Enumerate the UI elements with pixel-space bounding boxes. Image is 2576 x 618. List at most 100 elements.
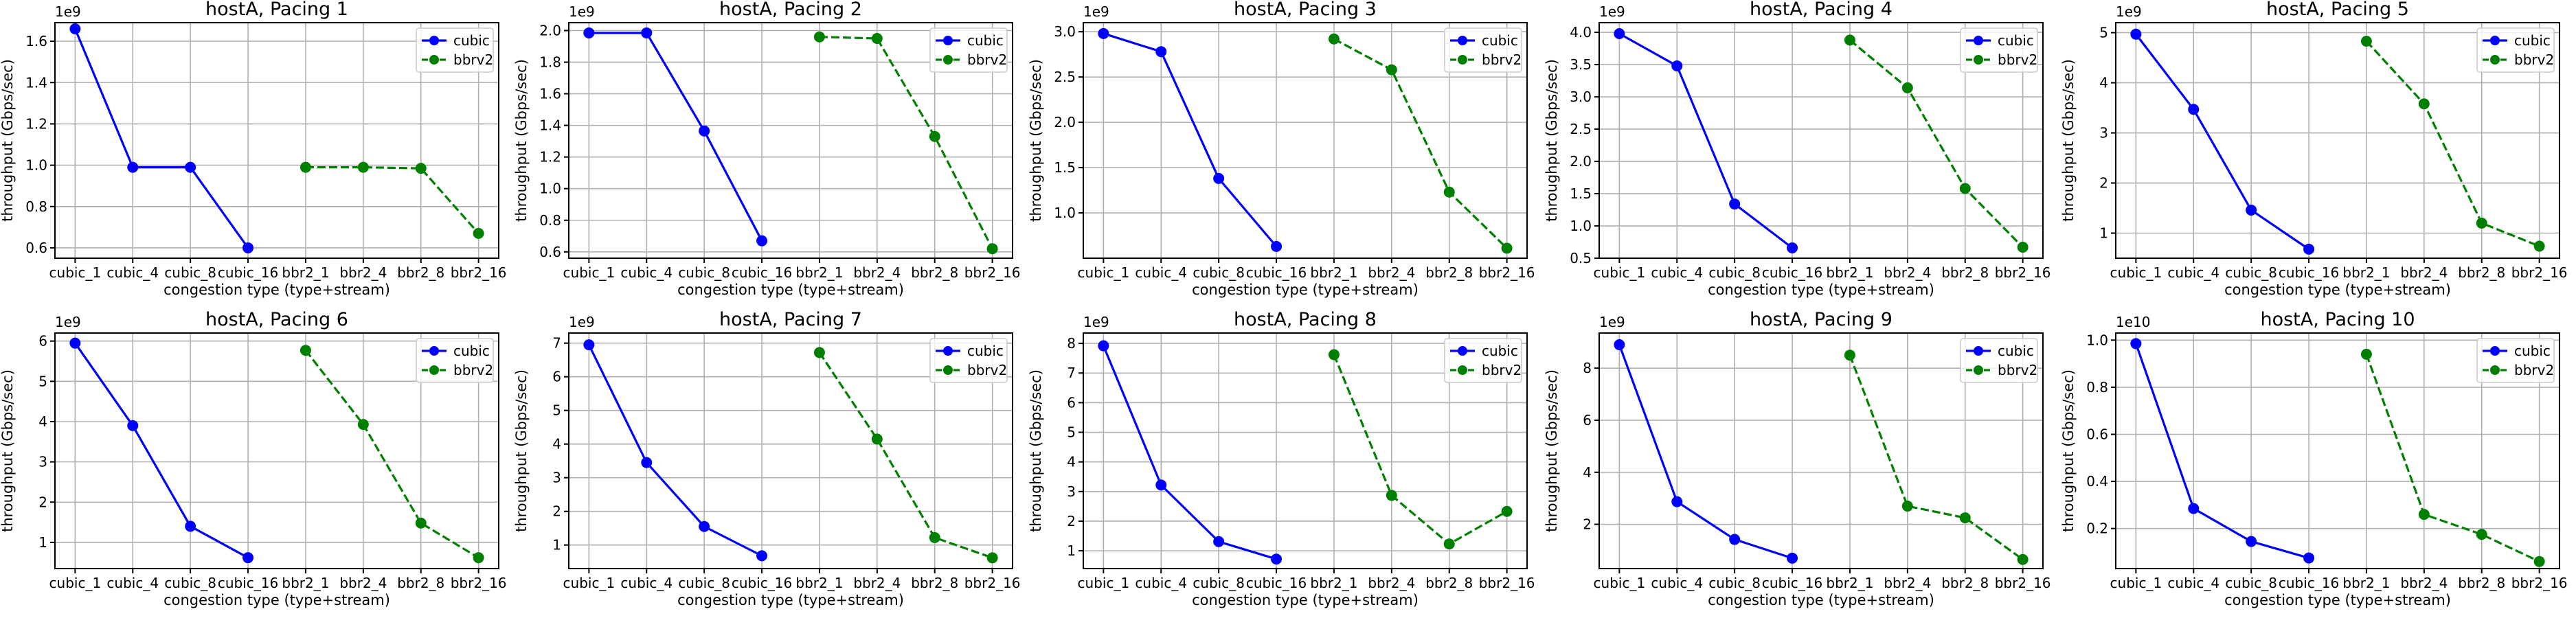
data-point-cubic-cubic_8 bbox=[185, 520, 196, 532]
y-tick-label: 3 bbox=[1067, 483, 1076, 500]
axes-frame bbox=[1598, 22, 2044, 259]
y-axis-label: throughput (Gbps/sec) bbox=[0, 369, 16, 532]
x-tick-label: cubic_1 bbox=[563, 264, 615, 281]
data-point-bbrv2-bbr2_16 bbox=[473, 227, 484, 239]
y-tick-label: 4 bbox=[552, 436, 561, 453]
legend: cubic bbrv2 bbox=[1444, 27, 1522, 73]
y-tick-label: 2 bbox=[2099, 175, 2108, 192]
series-line-bbrv2 bbox=[1849, 39, 2024, 249]
y-offset-label: 1e10 bbox=[2116, 314, 2150, 330]
x-tick-label: cubic_8 bbox=[1708, 264, 1761, 281]
series-line-bbrv2 bbox=[2365, 40, 2540, 247]
y-tick-label: 0.5 bbox=[1570, 250, 1592, 266]
legend-label-bbrv2: bbrv2 bbox=[1998, 52, 2037, 68]
legend-label-bbrv2: bbrv2 bbox=[967, 362, 1007, 378]
panel-2: cubic_1 cubic_4 cubic_8 cubic_16 bbr2_1 bbr2_… bbox=[513, 0, 1021, 298]
y-offset-label: 1e9 bbox=[1599, 314, 1625, 330]
x-tick-label: cubic_1 bbox=[1594, 575, 1646, 591]
legend-marker-cubic bbox=[429, 36, 439, 45]
y-tick-label: 3.5 bbox=[1570, 56, 1592, 73]
y-tick-label: 1.6 bbox=[539, 86, 561, 102]
data-point-cubic-cubic_1 bbox=[2130, 338, 2142, 350]
legend-label-cubic: cubic bbox=[2514, 32, 2551, 49]
y-tick-label: 1.0 bbox=[2086, 332, 2108, 348]
data-point-cubic-cubic_16 bbox=[756, 550, 768, 562]
data-point-bbrv2-bbr2_16 bbox=[473, 552, 484, 564]
series-line-bbrv2 bbox=[1333, 354, 1508, 546]
data-point-cubic-cubic_1 bbox=[583, 27, 595, 38]
x-tick-label: bbr2_8 bbox=[2458, 575, 2505, 591]
axes-frame bbox=[1598, 332, 2044, 569]
data-point-cubic-cubic_4 bbox=[127, 161, 139, 173]
data-point-bbrv2-bbr2_1 bbox=[300, 161, 311, 173]
data-point-cubic-cubic_4 bbox=[641, 27, 653, 38]
x-tick-label: bbr2_1 bbox=[1310, 575, 1357, 591]
x-tick-label: cubic_8 bbox=[2225, 575, 2277, 591]
x-axis-label: congestion type (type+stream) bbox=[1708, 282, 1934, 298]
x-tick-label: bbr2_1 bbox=[1826, 264, 1873, 281]
legend-label-bbrv2: bbrv2 bbox=[453, 362, 493, 378]
x-tick-label: bbr2_1 bbox=[2342, 264, 2390, 281]
legend-marker-cubic bbox=[943, 36, 953, 45]
x-tick-label: bbr2_8 bbox=[1941, 575, 1989, 591]
x-tick-label: cubic_8 bbox=[1193, 575, 1245, 591]
x-tick-label: cubic_8 bbox=[1193, 264, 1245, 281]
y-tick-label: 8 bbox=[1067, 335, 1076, 352]
x-tick-label: bbr2_16 bbox=[964, 575, 1021, 591]
y-tick-label: 0.6 bbox=[2086, 426, 2108, 442]
data-point-cubic-cubic_8 bbox=[2246, 204, 2257, 216]
panel-7: cubic_1 cubic_4 cubic_8 cubic_16 bbr2_1 bbr2_… bbox=[513, 309, 1021, 608]
x-tick-label: cubic_4 bbox=[1651, 264, 1703, 281]
y-offset-label: 1e9 bbox=[55, 3, 81, 20]
series-line-cubic bbox=[1103, 32, 1278, 247]
y-tick-label: 1.0 bbox=[539, 181, 561, 197]
data-point-bbrv2-bbr2_1 bbox=[1844, 34, 1855, 46]
x-tick-label: cubic_16 bbox=[218, 575, 278, 591]
x-axis-label: congestion type (type+stream) bbox=[163, 592, 390, 608]
x-tick-label: cubic_4 bbox=[1135, 575, 1187, 591]
y-tick-label: 2.5 bbox=[1054, 69, 1076, 85]
y-tick-label: 3 bbox=[38, 454, 47, 470]
x-tick-label: bbr2_1 bbox=[282, 264, 329, 281]
legend-marker-bbrv2 bbox=[2490, 365, 2500, 375]
y-tick-label: 1.6 bbox=[25, 33, 47, 49]
legend-label-cubic: cubic bbox=[2514, 343, 2551, 359]
x-tick-label: cubic_16 bbox=[1762, 575, 1822, 591]
chart-title: hostA, Pacing 2 bbox=[719, 0, 862, 20]
x-tick-label: cubic_16 bbox=[1246, 575, 1307, 591]
data-point-cubic-cubic_8 bbox=[699, 125, 710, 137]
data-point-bbrv2-bbr2_4 bbox=[2418, 509, 2430, 520]
data-point-bbrv2-bbr2_8 bbox=[929, 130, 940, 142]
axes-frame bbox=[54, 332, 499, 569]
series-line-cubic bbox=[74, 342, 249, 559]
y-tick-label: 3.0 bbox=[1570, 89, 1592, 105]
y-tick-label: 0.8 bbox=[25, 198, 47, 215]
legend-label-bbrv2: bbrv2 bbox=[2514, 52, 2554, 68]
data-point-cubic-cubic_4 bbox=[2188, 503, 2200, 514]
y-tick-label: 0.6 bbox=[539, 244, 561, 260]
x-tick-label: cubic_16 bbox=[732, 575, 792, 591]
x-axis-label: congestion type (type+stream) bbox=[677, 592, 904, 608]
x-tick-label: bbr2_16 bbox=[1479, 264, 1535, 281]
data-point-bbrv2-bbr2_4 bbox=[2418, 98, 2430, 110]
chart-title: hostA, Pacing 4 bbox=[1750, 0, 1893, 20]
data-point-cubic-cubic_4 bbox=[127, 420, 139, 431]
data-point-cubic-cubic_1 bbox=[583, 339, 595, 351]
data-point-cubic-cubic_1 bbox=[69, 337, 81, 349]
data-point-bbrv2-bbr2_4 bbox=[871, 433, 883, 445]
x-tick-label: cubic_16 bbox=[218, 264, 278, 281]
legend: cubic bbrv2 bbox=[2476, 27, 2555, 73]
y-tick-label: 7 bbox=[1067, 365, 1076, 381]
data-point-bbrv2-bbr2_16 bbox=[1501, 242, 1513, 254]
y-tick-label: 5 bbox=[2099, 25, 2108, 41]
y-tick-label: 7 bbox=[552, 335, 561, 352]
data-point-cubic-cubic_1 bbox=[2130, 28, 2142, 40]
x-tick-label: bbr2_1 bbox=[1310, 264, 1357, 281]
legend-marker-cubic bbox=[1458, 346, 1467, 356]
y-tick-label: 1.0 bbox=[25, 157, 47, 174]
data-point-cubic-cubic_16 bbox=[1271, 553, 1283, 565]
series-line-cubic bbox=[1102, 345, 1277, 560]
x-tick-label: bbr2_16 bbox=[2511, 264, 2568, 281]
x-tick-label: bbr2_8 bbox=[397, 264, 444, 281]
